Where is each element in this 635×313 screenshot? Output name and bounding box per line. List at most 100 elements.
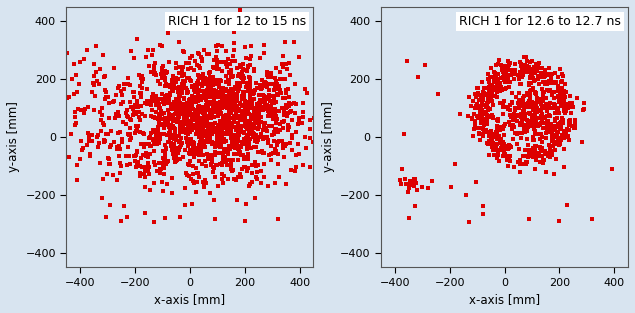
Point xyxy=(547,127,558,132)
Point xyxy=(565,100,575,105)
Point xyxy=(255,56,265,61)
Point xyxy=(130,164,140,169)
Point xyxy=(251,169,262,174)
Point xyxy=(243,154,253,159)
Point xyxy=(175,111,185,116)
Point xyxy=(78,145,88,150)
Point xyxy=(533,73,543,78)
Point xyxy=(257,99,267,104)
Point xyxy=(192,114,203,119)
Point xyxy=(225,160,236,165)
Point xyxy=(512,141,522,146)
Point xyxy=(206,126,216,131)
Point xyxy=(239,114,250,119)
Point xyxy=(530,105,540,110)
Point xyxy=(236,145,246,150)
Point xyxy=(278,125,288,130)
Point xyxy=(98,177,108,182)
Point xyxy=(478,90,488,95)
Point xyxy=(499,133,509,138)
Point xyxy=(97,106,107,111)
Point xyxy=(221,124,231,129)
Point xyxy=(205,135,215,140)
Point xyxy=(215,78,225,83)
Point xyxy=(110,115,120,120)
Point xyxy=(155,134,165,139)
Point xyxy=(540,114,550,119)
Point xyxy=(157,165,168,170)
Point xyxy=(246,43,256,48)
Point xyxy=(170,127,180,132)
Point xyxy=(237,124,248,129)
Point xyxy=(197,84,207,89)
Point xyxy=(531,91,541,96)
Point xyxy=(171,151,181,156)
Point xyxy=(166,81,177,86)
Point xyxy=(149,181,159,186)
Point xyxy=(125,100,135,105)
Point xyxy=(484,90,494,95)
Point xyxy=(117,120,128,125)
Point xyxy=(563,137,573,142)
Point xyxy=(483,140,493,145)
Point xyxy=(264,92,274,97)
Point xyxy=(152,135,163,140)
Point xyxy=(224,109,234,114)
Point xyxy=(523,103,533,108)
Point xyxy=(163,133,173,138)
Point xyxy=(504,123,514,128)
Point xyxy=(147,52,157,57)
Point xyxy=(198,111,208,116)
Point xyxy=(507,126,517,131)
Point xyxy=(173,111,184,116)
Point xyxy=(505,158,515,163)
Point xyxy=(165,114,175,119)
Point xyxy=(213,143,223,148)
Point xyxy=(214,82,224,87)
Point xyxy=(173,96,184,101)
Point xyxy=(516,131,526,136)
Point xyxy=(157,179,168,184)
Point xyxy=(208,141,218,146)
Point xyxy=(168,74,178,79)
Point xyxy=(192,145,203,150)
Point xyxy=(126,136,136,141)
Point xyxy=(187,126,197,131)
Point xyxy=(542,119,552,124)
Point xyxy=(241,101,251,106)
Point xyxy=(212,135,222,140)
Point xyxy=(206,108,216,113)
Point xyxy=(173,94,184,99)
Point xyxy=(230,59,240,64)
Point xyxy=(138,153,148,158)
Point xyxy=(236,65,246,70)
Point xyxy=(168,89,178,94)
Point xyxy=(184,107,194,112)
Point xyxy=(558,118,568,123)
Point xyxy=(213,77,224,82)
Point xyxy=(231,110,241,115)
Point xyxy=(294,116,304,121)
Point xyxy=(514,90,524,95)
Point xyxy=(187,104,197,109)
Point xyxy=(157,99,168,104)
Point xyxy=(271,149,281,154)
Point xyxy=(202,100,212,105)
Point xyxy=(175,125,185,130)
Point xyxy=(479,110,490,115)
Point xyxy=(546,80,556,85)
Point xyxy=(222,176,232,181)
Point xyxy=(187,146,197,151)
Point xyxy=(274,109,284,114)
Point xyxy=(521,55,531,60)
Point xyxy=(211,136,222,141)
Point xyxy=(258,150,268,155)
Point xyxy=(137,111,147,116)
Point xyxy=(496,75,506,80)
Point xyxy=(64,155,74,160)
Point xyxy=(531,157,541,162)
Point xyxy=(560,135,570,140)
Point xyxy=(244,118,254,123)
Point xyxy=(74,81,84,86)
Point xyxy=(233,83,243,88)
